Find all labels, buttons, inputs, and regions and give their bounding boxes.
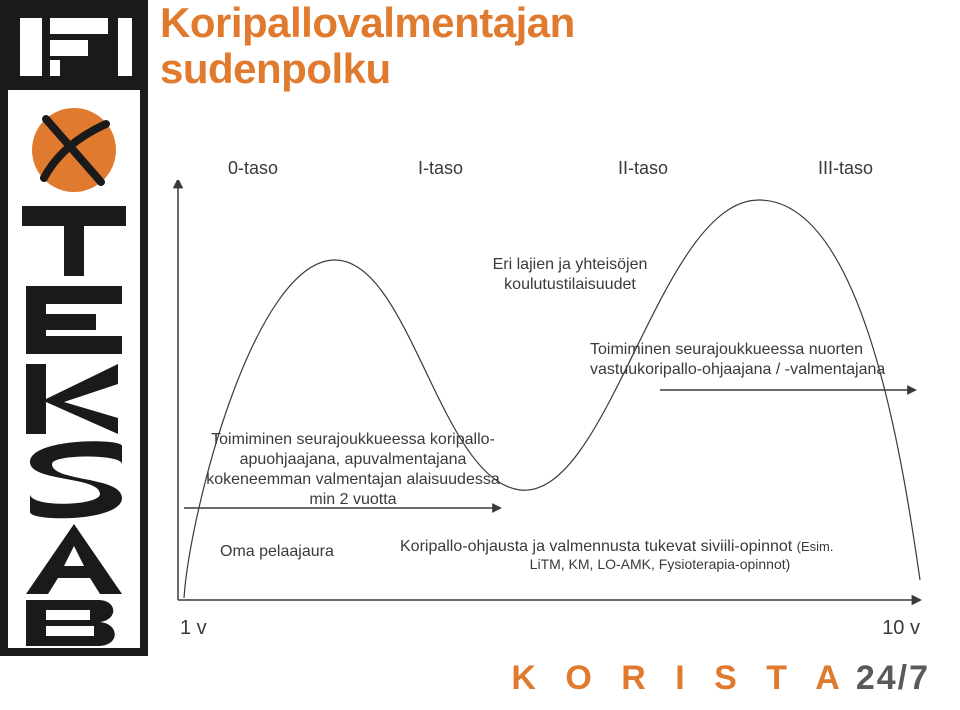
- basket-fi-logo: [0, 0, 148, 710]
- footer-247: 24/7: [856, 659, 930, 697]
- level-3: III-taso: [818, 158, 873, 179]
- timeline-start: 1 v: [180, 617, 207, 640]
- footer-brand: K O R I S T A24/7: [511, 659, 930, 698]
- level-labels: 0-taso I-taso II-taso III-taso: [188, 158, 928, 188]
- career-path-chart: 0-taso I-taso II-taso III-taso Eri laj: [160, 180, 930, 630]
- level-1: I-taso: [418, 158, 463, 179]
- timeline-end: 10 v: [882, 617, 920, 640]
- footer-korista: K O R I S T A: [511, 659, 849, 697]
- page-title: Koripallovalmentajan sudenpolku: [160, 0, 575, 92]
- training-events-block: Eri lajien ja yhteisöjen koulutustilaisu…: [440, 255, 700, 295]
- supporting-studies-block: Koripallo-ohjausta ja valmennusta tukeva…: [400, 538, 920, 572]
- title-line2: sudenpolku: [160, 45, 391, 92]
- youth-coach-block: Toimiminen seurajoukkueessa nuorten vast…: [590, 340, 930, 380]
- club-assistant-block: Toimiminen seurajoukkueessa koripallo- a…: [188, 430, 518, 510]
- title-line1: Koripallovalmentajan: [160, 0, 575, 46]
- level-0: 0-taso: [228, 158, 278, 179]
- level-2: II-taso: [618, 158, 668, 179]
- own-career-block: Oma pelaajaura: [220, 542, 334, 562]
